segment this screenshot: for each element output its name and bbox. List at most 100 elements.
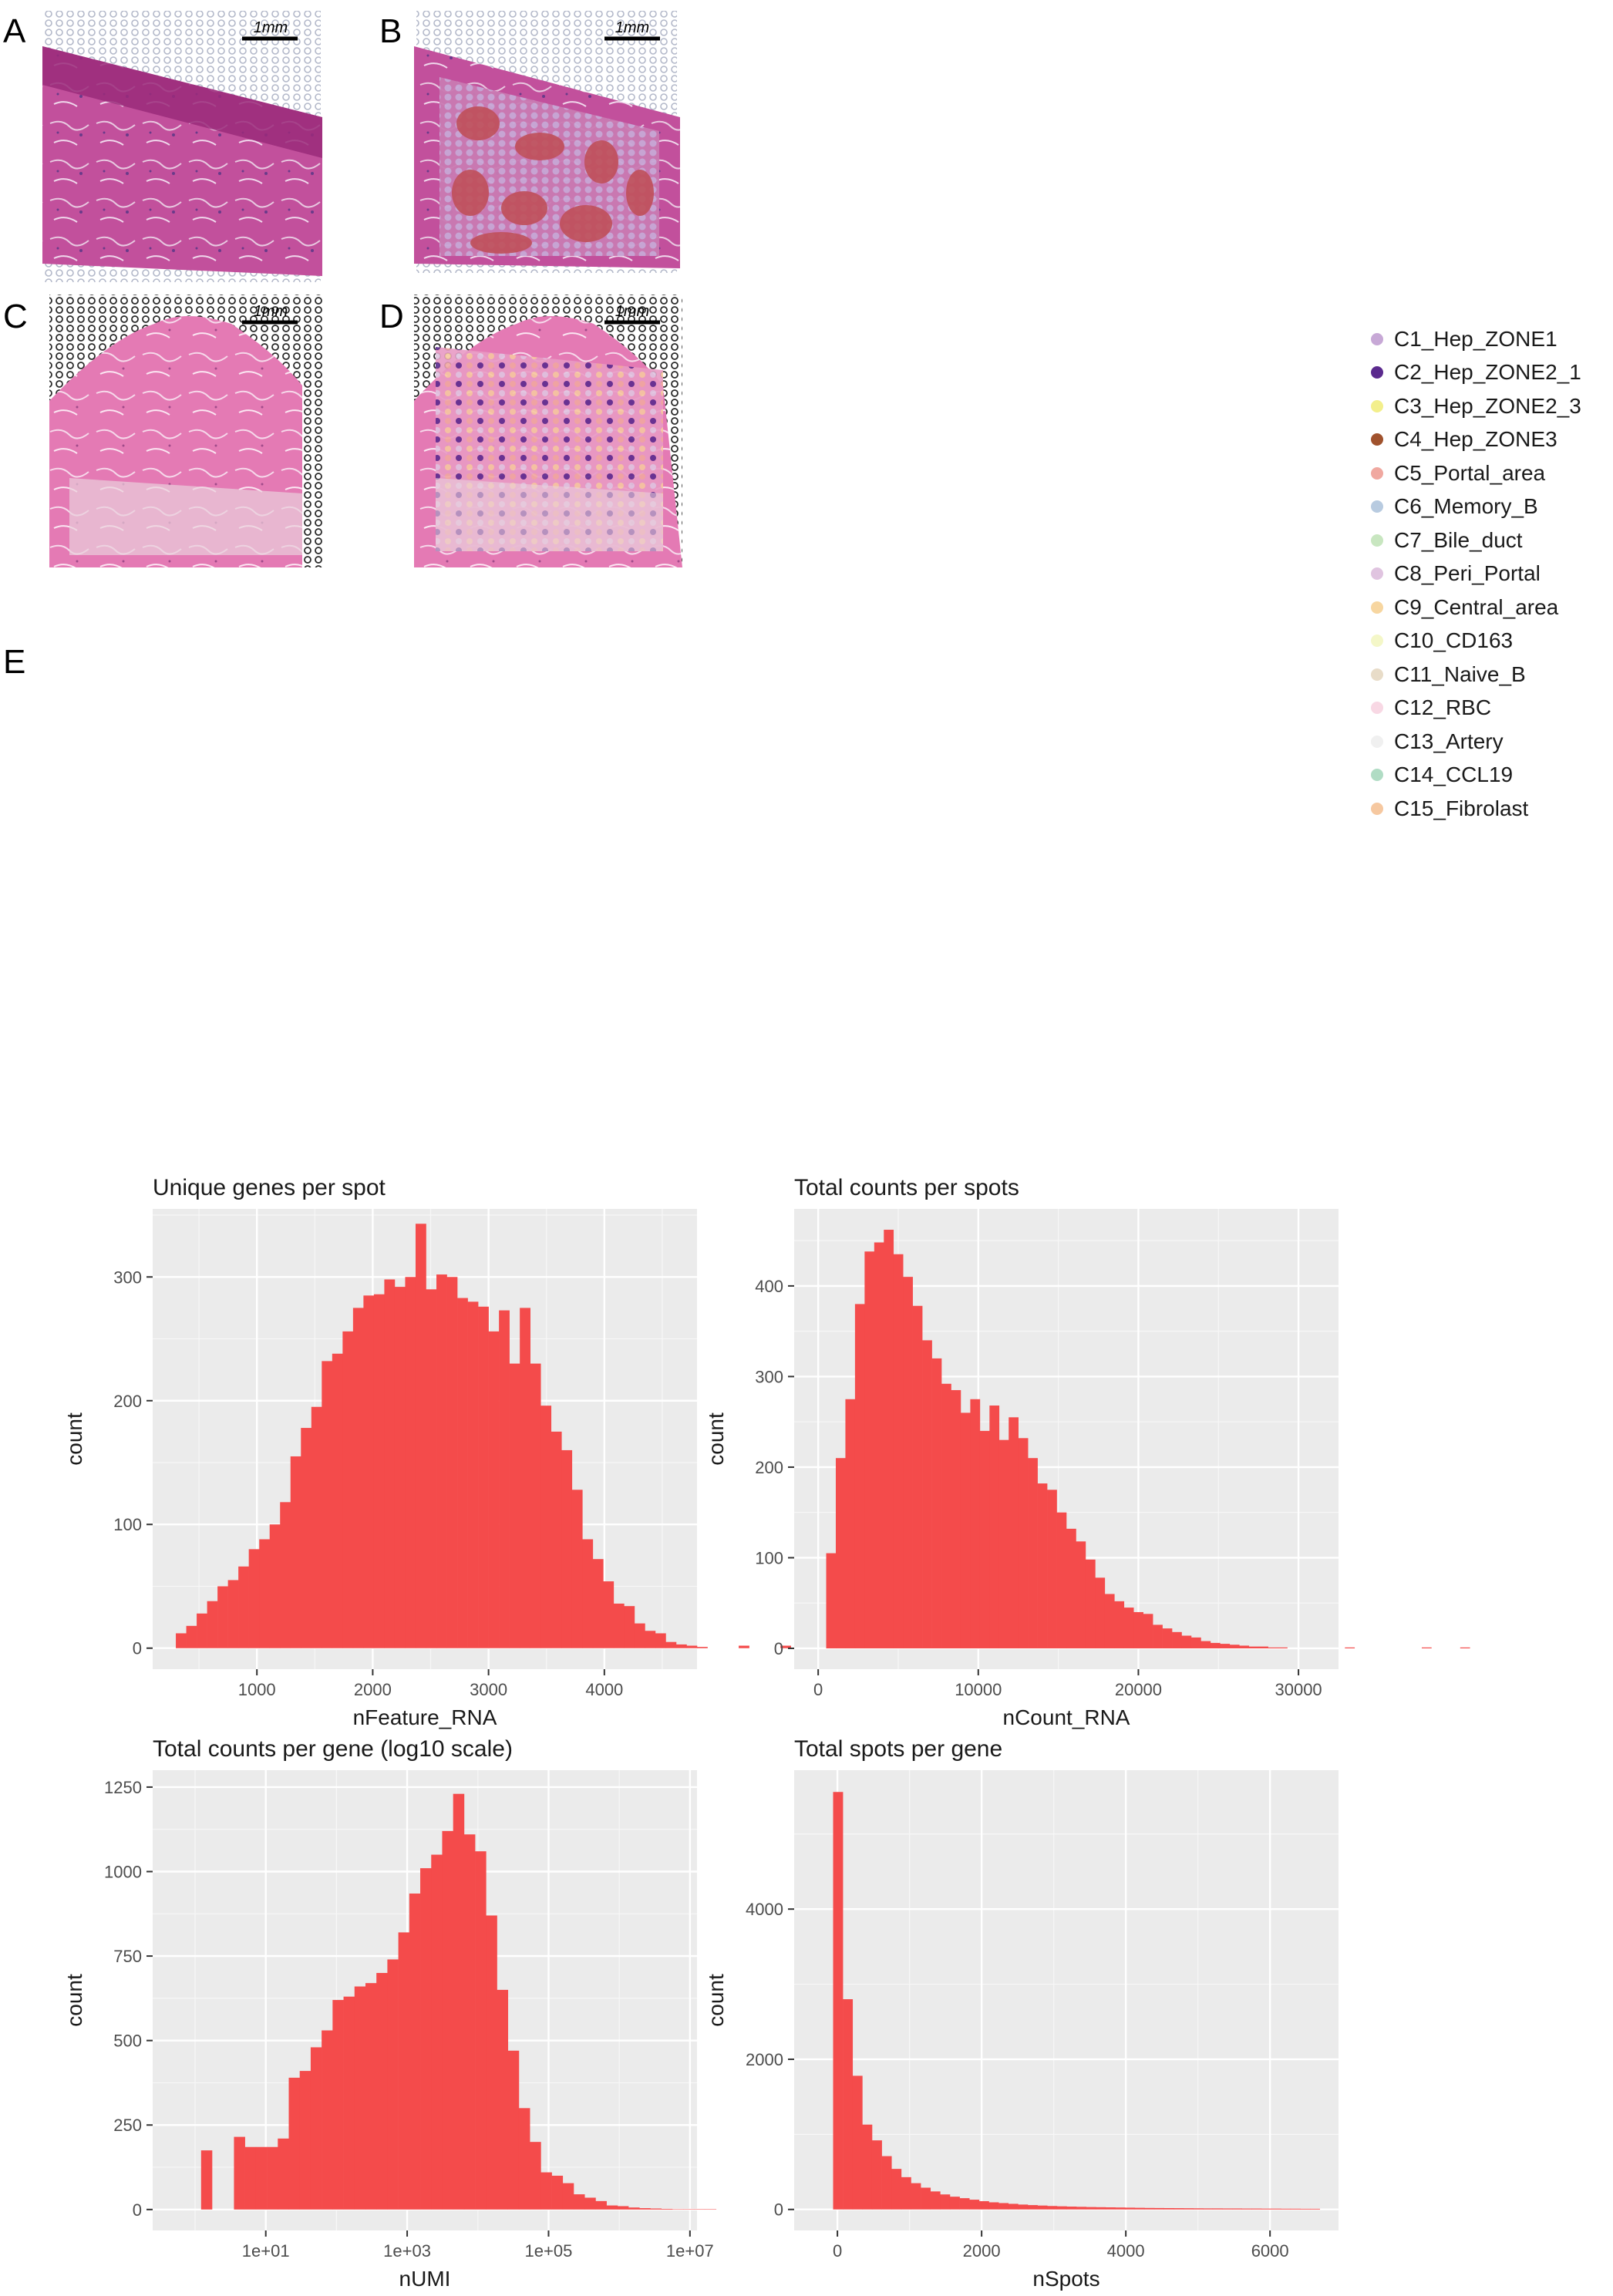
legend-item: C1_Hep_ZONE1 <box>1371 322 1581 356</box>
legend-label: C8_Peri_Portal <box>1394 561 1541 586</box>
y-tick-label: 1250 <box>104 1778 142 1797</box>
histogram-bar <box>1115 2207 1126 2210</box>
histogram-bar <box>1133 1611 1143 1648</box>
histogram-bar <box>665 1641 677 1648</box>
histogram-bar <box>989 1406 1000 1648</box>
histogram-bar <box>845 1399 856 1648</box>
histogram-bar <box>398 1932 410 2210</box>
histogram-bar <box>207 1601 218 1648</box>
x-tick-label: 4000 <box>585 1680 623 1699</box>
scale-label-a: 1mm <box>254 19 288 36</box>
legend-label: C6_Memory_B <box>1394 494 1538 519</box>
histogram-bar <box>571 1490 583 1648</box>
y-tick-label: 200 <box>755 1458 783 1477</box>
x-axis-title: nSpots <box>1032 2267 1099 2291</box>
y-tick-label: 750 <box>113 1947 142 1966</box>
histogram-bar <box>488 1331 500 1648</box>
histogram-bar <box>186 1625 197 1648</box>
histogram-bar <box>930 2191 941 2210</box>
x-tick-label: 1000 <box>238 1680 276 1699</box>
y-tick-label: 250 <box>113 2116 142 2135</box>
histogram-bar <box>595 2200 607 2210</box>
histogram-bar <box>269 1524 281 1648</box>
x-tick-label: 0 <box>813 1680 823 1699</box>
x-tick-label: 2000 <box>963 2241 1001 2261</box>
histogram-bar <box>634 1623 645 1648</box>
histogram-bar <box>507 2050 520 2210</box>
legend-swatch <box>1371 332 1383 345</box>
histogram-bar <box>1018 2204 1029 2210</box>
legend-swatch <box>1371 668 1383 681</box>
histogram-bar <box>310 2047 322 2210</box>
histogram-bar <box>301 1428 312 1648</box>
histogram-bar <box>290 1456 301 1648</box>
legend-swatch <box>1371 769 1383 782</box>
y-tick-label: 100 <box>113 1515 142 1534</box>
x-tick-label: 1e+03 <box>383 2241 431 2261</box>
histogram-bar <box>1037 1483 1048 1648</box>
histogram-bar <box>1134 2207 1145 2210</box>
histogram-bar <box>446 1277 458 1648</box>
histogram-bar <box>911 2183 921 2210</box>
histogram-bar <box>697 1647 708 1648</box>
histogram-bar <box>978 2201 989 2210</box>
histogram-bar <box>1076 2207 1087 2210</box>
histogram-bar <box>394 1287 406 1648</box>
histogram-bar <box>970 1399 981 1648</box>
histogram-bar <box>1009 1417 1019 1648</box>
histogram-bar <box>227 1580 239 1648</box>
histogram-bar <box>561 1449 573 1648</box>
chart-title: Total counts per gene (log10 scale) <box>153 1736 513 1762</box>
histogram-bar <box>562 2183 574 2210</box>
histogram-bar <box>661 2208 673 2210</box>
y-tick-label: 0 <box>133 1639 142 1658</box>
x-tick-label: 1e+07 <box>666 2241 714 2261</box>
x-tick-label: 0 <box>833 2241 842 2261</box>
histogram-bar <box>645 1631 656 1648</box>
histogram-bar <box>365 1983 377 2210</box>
histogram-bar <box>1095 1577 1106 1648</box>
histogram-bar <box>322 1361 333 1648</box>
x-tick-label: 2000 <box>354 1680 392 1699</box>
histogram-bar <box>650 2208 662 2210</box>
y-tick-label: 0 <box>133 2200 142 2220</box>
chart-title: Unique genes per spot <box>153 1175 386 1200</box>
histogram-bar <box>530 2142 541 2210</box>
histogram-bar <box>332 2000 344 2210</box>
histogram-bar <box>1203 2208 1214 2210</box>
panel-letter-e: E <box>3 643 26 681</box>
histogram-bar <box>1027 2205 1038 2210</box>
histogram-bar <box>1261 2208 1271 2210</box>
histogram-bar <box>606 2205 618 2210</box>
histogram-bar <box>1239 1645 1250 1648</box>
y-axis-title: count <box>704 1412 728 1466</box>
histogram-bar <box>780 1645 791 1648</box>
histogram-bar <box>1143 1614 1153 1648</box>
legend-item: C4_Hep_ZONE3 <box>1371 423 1581 457</box>
histogram-bar <box>969 2200 980 2210</box>
x-tick-label: 20000 <box>1115 1680 1162 1699</box>
histogram-bar <box>988 2202 999 2210</box>
legend-swatch <box>1371 601 1383 614</box>
histogram-bar <box>881 2156 892 2210</box>
panel-letter-c: C <box>3 298 28 335</box>
legend-swatch <box>1371 500 1383 513</box>
legend-item: C7_Bile_duct <box>1371 524 1581 557</box>
tissue-figure: 1mm 1mm 1mm 1mm <box>42 11 682 567</box>
histogram-bar <box>1008 2203 1019 2210</box>
histogram-bar <box>931 1358 942 1648</box>
histogram-bar <box>639 2208 651 2210</box>
histogram-bar <box>1190 1637 1201 1648</box>
x-tick-label: 6000 <box>1251 2241 1289 2261</box>
histogram-bar <box>332 1353 343 1648</box>
y-tick-label: 2000 <box>746 2050 783 2069</box>
histogram-bar <box>431 1854 443 2210</box>
legend-item: C6_Memory_B <box>1371 490 1581 524</box>
histogram-bar <box>1076 1541 1086 1648</box>
histogram-bar <box>1300 2208 1311 2210</box>
histogram-bar <box>1105 2207 1116 2210</box>
histogram-bar <box>891 2169 902 2210</box>
histogram-bar <box>1271 2208 1281 2210</box>
y-axis-title: count <box>62 1974 86 2027</box>
